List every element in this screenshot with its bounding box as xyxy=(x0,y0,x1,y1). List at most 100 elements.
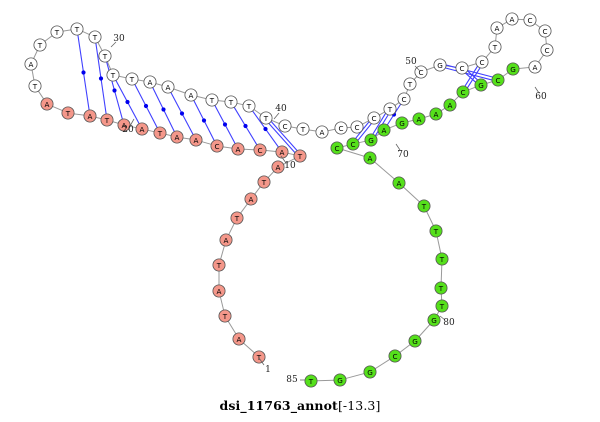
nucleotide-circle[interactable] xyxy=(153,126,167,140)
nucleotide-circle[interactable] xyxy=(505,12,519,26)
nucleotide-circle[interactable] xyxy=(98,49,112,63)
nucleotide-circle[interactable] xyxy=(219,233,233,247)
nucleotide-circle[interactable] xyxy=(125,72,139,86)
nucleotide-49[interactable]: T xyxy=(403,77,417,91)
nucleotide-54[interactable]: T xyxy=(488,40,502,54)
nucleotide-46[interactable]: C xyxy=(367,111,381,125)
nucleotide-31[interactable]: T xyxy=(98,49,112,63)
nucleotide-circle[interactable] xyxy=(83,109,97,123)
nucleotide-circle[interactable] xyxy=(538,24,552,38)
nucleotide-circle[interactable] xyxy=(252,350,266,364)
nucleotide-circle[interactable] xyxy=(455,61,469,75)
nucleotide-59[interactable]: C xyxy=(540,43,554,57)
nucleotide-58[interactable]: C xyxy=(538,24,552,38)
nucleotide-circle[interactable] xyxy=(259,111,273,125)
nucleotide-7[interactable]: T xyxy=(230,211,244,225)
nucleotide-circle[interactable] xyxy=(33,38,47,52)
nucleotide-circle[interactable] xyxy=(429,107,443,121)
nucleotide-circle[interactable] xyxy=(70,22,84,36)
nucleotide-circle[interactable] xyxy=(408,334,422,348)
nucleotide-33[interactable]: T xyxy=(125,72,139,86)
nucleotide-6[interactable]: A xyxy=(219,233,233,247)
nucleotide-circle[interactable] xyxy=(212,284,226,298)
nucleotide-70[interactable]: G xyxy=(364,133,378,147)
nucleotide-circle[interactable] xyxy=(412,112,426,126)
nucleotide-circle[interactable] xyxy=(475,55,489,69)
nucleotide-circle[interactable] xyxy=(334,121,348,135)
nucleotide-14[interactable]: A xyxy=(231,142,245,156)
nucleotide-40[interactable]: T xyxy=(259,111,273,125)
nucleotide-circle[interactable] xyxy=(50,25,64,39)
nucleotide-circle[interactable] xyxy=(224,95,238,109)
nucleotide-circle[interactable] xyxy=(397,92,411,106)
nucleotide-77[interactable]: T xyxy=(435,252,449,266)
nucleotide-47[interactable]: T xyxy=(383,102,397,116)
nucleotide-circle[interactable] xyxy=(363,365,377,379)
nucleotide-42[interactable]: T xyxy=(296,122,310,136)
nucleotide-circle[interactable] xyxy=(377,123,391,137)
nucleotide-circle[interactable] xyxy=(161,80,175,94)
nucleotide-circle[interactable] xyxy=(474,78,488,92)
nucleotide-circle[interactable] xyxy=(218,309,232,323)
nucleotide-28[interactable]: T xyxy=(50,25,64,39)
nucleotide-37[interactable]: T xyxy=(205,93,219,107)
nucleotide-85[interactable]: T xyxy=(304,374,318,388)
nucleotide-circle[interactable] xyxy=(230,211,244,225)
nucleotide-64[interactable]: C xyxy=(456,85,470,99)
nucleotide-72[interactable]: C xyxy=(330,141,344,155)
nucleotide-circle[interactable] xyxy=(315,125,329,139)
nucleotide-circle[interactable] xyxy=(528,60,542,74)
nucleotide-5[interactable]: T xyxy=(212,258,226,272)
nucleotide-circle[interactable] xyxy=(350,120,364,134)
nucleotide-16[interactable]: A xyxy=(189,133,203,147)
nucleotide-circle[interactable] xyxy=(244,192,258,206)
nucleotide-15[interactable]: C xyxy=(210,139,224,153)
nucleotide-circle[interactable] xyxy=(278,119,292,133)
nucleotide-30[interactable]: T xyxy=(88,30,102,44)
nucleotide-circle[interactable] xyxy=(417,199,431,213)
nucleotide-circle[interactable] xyxy=(242,99,256,113)
nucleotide-69[interactable]: A xyxy=(377,123,391,137)
nucleotide-43[interactable]: A xyxy=(315,125,329,139)
nucleotide-circle[interactable] xyxy=(117,118,131,132)
nucleotide-12[interactable]: A xyxy=(275,145,289,159)
nucleotide-circle[interactable] xyxy=(330,141,344,155)
nucleotide-19[interactable]: A xyxy=(135,122,149,136)
nucleotide-51[interactable]: G xyxy=(433,58,447,72)
nucleotide-circle[interactable] xyxy=(184,88,198,102)
nucleotide-26[interactable]: A xyxy=(24,57,38,71)
nucleotide-circle[interactable] xyxy=(40,97,54,111)
nucleotide-23[interactable]: T xyxy=(61,106,75,120)
nucleotide-circle[interactable] xyxy=(429,224,443,238)
nucleotide-22[interactable]: A xyxy=(83,109,97,123)
nucleotide-circle[interactable] xyxy=(434,281,448,295)
nucleotide-35[interactable]: A xyxy=(161,80,175,94)
nucleotide-circle[interactable] xyxy=(189,133,203,147)
nucleotide-80[interactable]: G xyxy=(427,313,441,327)
nucleotide-53[interactable]: C xyxy=(475,55,489,69)
nucleotide-13[interactable]: C xyxy=(253,143,267,157)
nucleotide-67[interactable]: A xyxy=(412,112,426,126)
nucleotide-3[interactable]: T xyxy=(218,309,232,323)
nucleotide-circle[interactable] xyxy=(403,77,417,91)
nucleotide-81[interactable]: G xyxy=(408,334,422,348)
nucleotide-circle[interactable] xyxy=(395,116,409,130)
nucleotide-circle[interactable] xyxy=(523,13,537,27)
nucleotide-circle[interactable] xyxy=(443,98,457,112)
nucleotide-circle[interactable] xyxy=(205,93,219,107)
nucleotide-1[interactable]: T xyxy=(252,350,266,364)
nucleotide-circle[interactable] xyxy=(367,111,381,125)
nucleotide-circle[interactable] xyxy=(88,30,102,44)
nucleotide-83[interactable]: G xyxy=(363,365,377,379)
nucleotide-74[interactable]: A xyxy=(392,176,406,190)
nucleotide-9[interactable]: T xyxy=(257,175,271,189)
nucleotide-44[interactable]: C xyxy=(334,121,348,135)
nucleotide-61[interactable]: G xyxy=(506,62,520,76)
nucleotide-27[interactable]: T xyxy=(33,38,47,52)
nucleotide-circle[interactable] xyxy=(210,139,224,153)
nucleotide-21[interactable]: T xyxy=(100,113,114,127)
nucleotide-circle[interactable] xyxy=(296,122,310,136)
nucleotide-32[interactable]: T xyxy=(106,68,120,82)
nucleotide-76[interactable]: T xyxy=(429,224,443,238)
nucleotide-circle[interactable] xyxy=(24,57,38,71)
